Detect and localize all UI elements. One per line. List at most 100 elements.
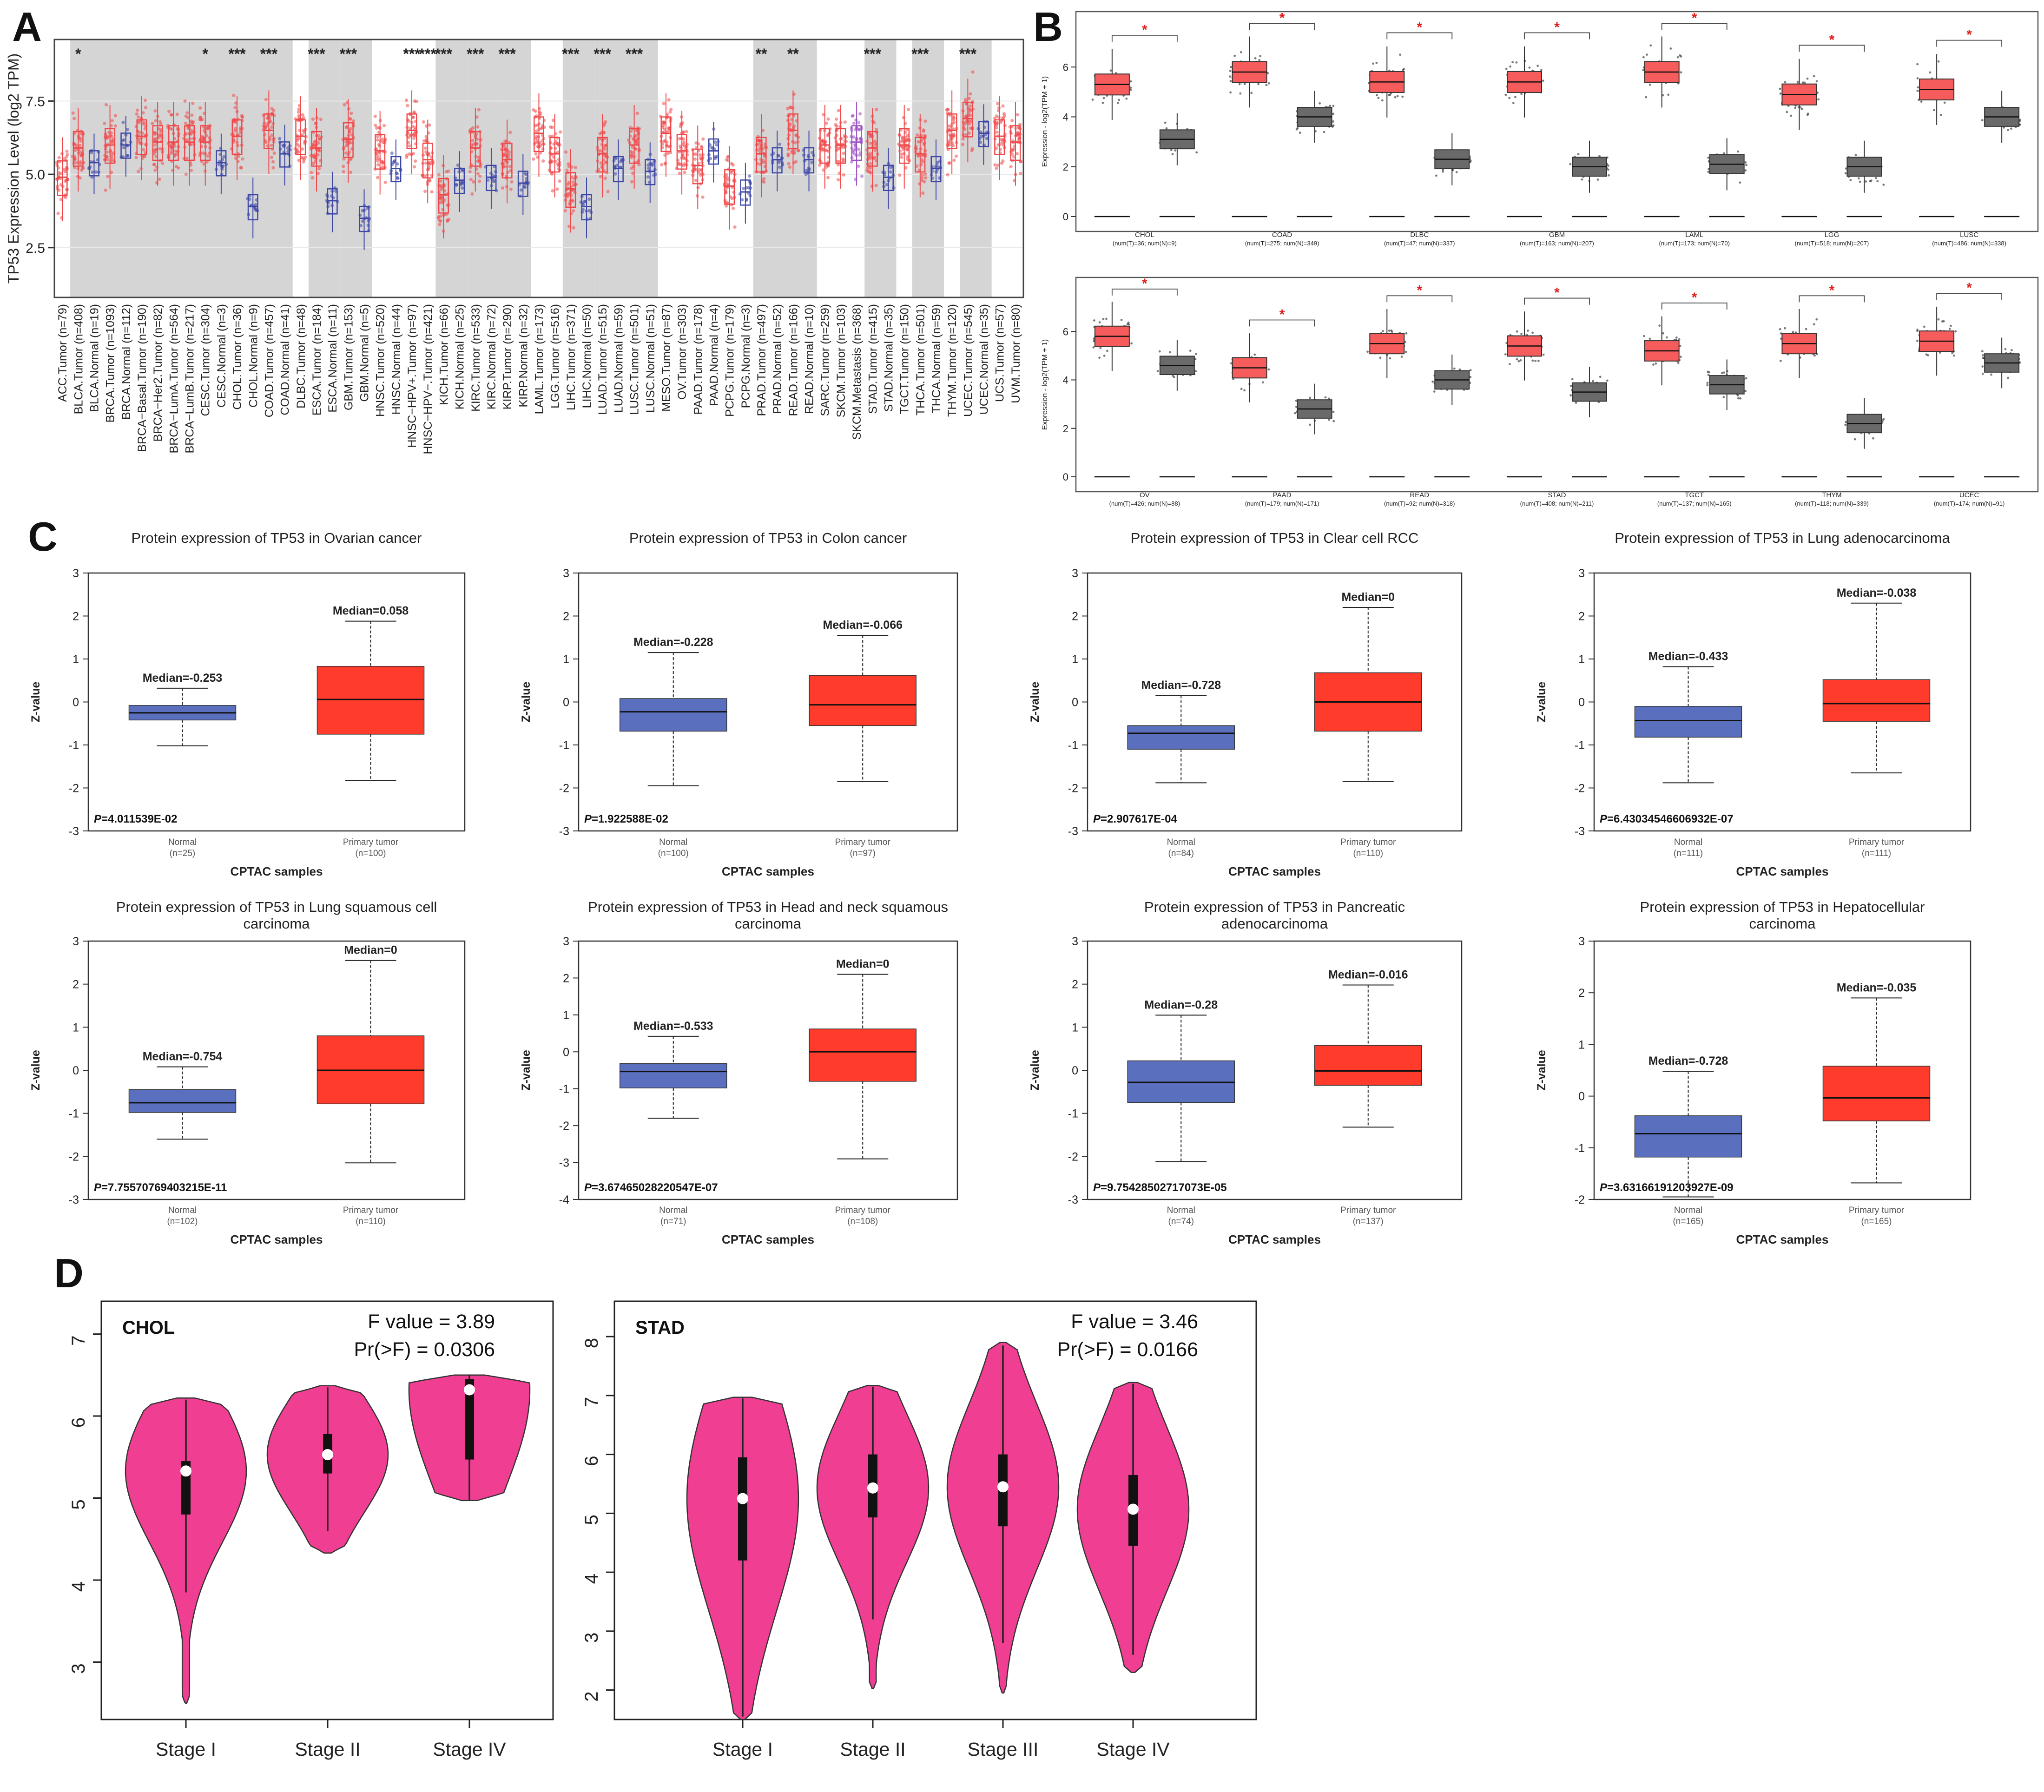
sample-point <box>78 132 82 136</box>
sample-point <box>1596 178 1599 181</box>
x-tick-label: Primary tumor <box>1849 1206 1905 1215</box>
sample-point <box>538 110 541 114</box>
sample-point <box>506 171 510 174</box>
sample-point <box>282 145 286 148</box>
sample-point <box>472 180 475 184</box>
significance-mark: *** <box>308 46 325 62</box>
sample-point <box>110 134 113 138</box>
y-tick-label: 7 <box>581 1397 602 1407</box>
significance-mark: *** <box>228 46 246 62</box>
sample-point <box>1599 376 1602 378</box>
sample-point <box>1093 319 1095 322</box>
sample-point <box>153 143 157 147</box>
sample-point <box>122 146 126 150</box>
sample-point <box>796 149 800 152</box>
sample-point <box>854 118 858 122</box>
sample-point <box>1229 75 1231 78</box>
sample-point <box>921 160 924 164</box>
y-tick-label: 3 <box>563 935 569 948</box>
chart-title-line: Protein expression of TP53 in Head and n… <box>588 899 948 915</box>
sample-point <box>964 133 968 137</box>
sample-point <box>1328 418 1331 421</box>
sample-point <box>470 192 474 196</box>
sample-point <box>1517 360 1520 362</box>
y-tick-label: 1 <box>1578 1038 1585 1051</box>
sample-point <box>851 114 855 118</box>
significance-mark: *** <box>562 46 580 62</box>
sample-point <box>971 70 975 74</box>
y-tick-label: 6 <box>68 1417 89 1428</box>
sample-point <box>428 123 431 127</box>
significance-mark: * <box>1142 276 1147 291</box>
sample-point <box>1520 92 1523 95</box>
sample-point <box>175 112 179 116</box>
sample-point <box>695 194 699 198</box>
y-tick-label: -1 <box>559 1083 569 1096</box>
sample-point <box>916 133 919 137</box>
sample-point <box>1707 374 1710 376</box>
y-tick-label: 3 <box>1578 567 1585 580</box>
y-tick-label: 3 <box>1578 935 1585 948</box>
significance-mark: * <box>1554 285 1560 301</box>
normal-box <box>620 1063 727 1088</box>
sample-point <box>1125 97 1128 100</box>
median-label: Median=-0.754 <box>143 1050 223 1063</box>
sample-point <box>555 187 559 191</box>
panel-c-chart-3: Protein expression of TP53 in Clear cell… <box>1029 530 1463 878</box>
category-label: Stage IV <box>433 1739 506 1760</box>
p-number: =9.75428502717073E-05 <box>1101 1181 1227 1194</box>
sample-point <box>1537 360 1540 362</box>
sample-point <box>265 116 269 120</box>
significance-mark: *** <box>467 46 484 62</box>
sample-point <box>742 187 745 191</box>
sample-point <box>1109 69 1112 72</box>
sample-point <box>1126 323 1129 325</box>
box <box>105 128 116 164</box>
median-label: Median=-0.066 <box>823 619 903 632</box>
sample-point <box>314 139 318 143</box>
x-tick-label: Primary tumor <box>1340 837 1396 847</box>
category-label: ACC.Tumor (n=79) <box>56 304 69 402</box>
sample-point <box>376 154 379 158</box>
sample-point <box>738 192 742 196</box>
shaded-band <box>499 40 531 297</box>
sample-point <box>80 168 84 172</box>
sample-point <box>66 152 69 157</box>
chart-title: CHOL <box>122 1318 175 1338</box>
p-prefix: P <box>94 1181 102 1194</box>
sample-point <box>1805 328 1807 330</box>
y-tick-label: 4 <box>68 1581 89 1592</box>
sample-point <box>1744 389 1747 392</box>
sample-point <box>857 147 861 151</box>
sample-point <box>190 113 194 117</box>
p-prefix: P <box>584 1181 592 1194</box>
sample-point <box>1106 349 1108 352</box>
sample-point <box>1865 180 1867 183</box>
category-label: HNSC−HPV−.Tumor (n=421) <box>422 304 435 455</box>
sample-point <box>1784 327 1786 329</box>
sample-point <box>852 121 856 125</box>
box <box>184 125 195 161</box>
x-tick-label: Primary tumor <box>835 1206 891 1215</box>
panel-label-c: C <box>28 514 58 560</box>
sample-point <box>391 161 396 165</box>
category-label: STAD.Normal (n=35) <box>882 304 895 412</box>
sample-point <box>272 152 276 155</box>
category-label: THCA.Tumor (n=501) <box>914 304 927 415</box>
x-axis-title: CPTAC samples <box>231 864 323 878</box>
violin-median-dot <box>464 1384 475 1396</box>
y-tick-label: 1 <box>73 1021 79 1034</box>
sample-point <box>1542 353 1545 356</box>
sample-point <box>1982 354 1985 356</box>
sample-point <box>103 121 106 125</box>
y-axis-title: Expression - log2(TPM + 1) <box>1041 76 1049 167</box>
x-axis-title: CPTAC samples <box>1228 1232 1321 1246</box>
sample-point <box>519 188 523 192</box>
box <box>501 143 513 178</box>
sample-point <box>1259 55 1262 58</box>
sample-point <box>1372 62 1374 65</box>
category-label: Stage II <box>295 1739 360 1760</box>
median-label: Median=-0.28 <box>1144 998 1218 1011</box>
y-axis-title: Z-value <box>520 1050 533 1091</box>
